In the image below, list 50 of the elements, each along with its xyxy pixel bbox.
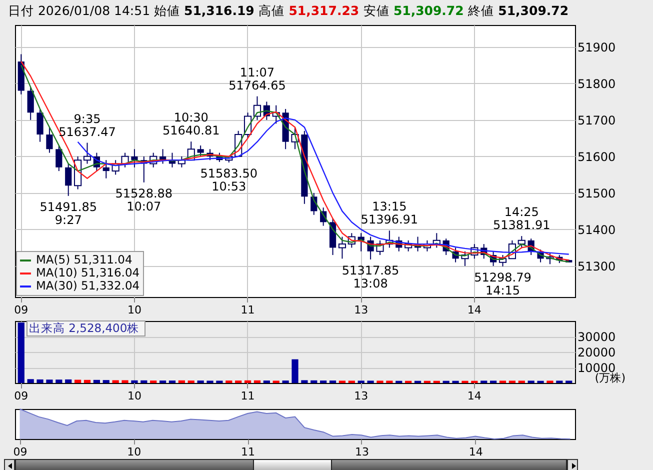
y-tick-label: 51500 [578,186,616,200]
x-tick-label: 10 [127,304,142,316]
annotation: 11:07 [240,65,275,80]
annotation: 51381.91 [493,218,550,232]
annotation: 51637.47 [58,124,116,139]
x-tick-label: 13 [354,390,368,402]
annotation: 10:07 [126,199,162,214]
chart-title: 出来高 2,528,400株 [29,321,140,335]
x-tick-label: 11 [240,390,255,402]
y-tick-label: 20000 [578,346,616,360]
annotation: 10:53 [212,179,246,194]
x-tick-label: 14 [467,304,482,316]
chart-title: 日付 2026/01/08 14:51 始値 51,316.19 高値 51,317.23 安値 51,309.72 終値 51,309.72 [8,3,569,18]
annotation: 51640.81 [162,124,220,138]
annotation: 13:08 [353,276,388,290]
y-tick-label: 51400 [578,222,616,237]
legend-label: MA(30) 51,332.04 [36,278,140,292]
y-tick-label: 51600 [578,150,616,164]
x-tick-label: 10 [127,446,142,458]
x-tick-label: 11 [240,304,255,316]
y-tick-label: 51300 [578,259,616,274]
x-tick-label: 11 [241,446,256,458]
annotation: 9:35 [74,112,101,126]
x-tick-label: 13 [354,304,368,316]
annotation: 14:15 [485,283,520,298]
x-tick-label: 10 [127,390,142,402]
y-tick-label: 51800 [578,76,616,91]
x-tick-label: 13 [354,446,369,458]
x-tick-label: 14 [468,446,483,458]
annotation: 51528.88 [115,186,173,200]
x-tick-label: 09 [14,304,28,316]
y-tick-label: 30000 [578,330,616,344]
y-axis-title: (万株) [594,372,626,384]
annotation: 51298.79 [474,270,532,284]
legend-label: MA(10) 51,316.04 [36,266,140,280]
annotation: 51491.85 [40,200,97,214]
x-tick-label: 14 [467,390,482,402]
annotation: 51583.50 [200,166,258,180]
x-tick-label: 09 [14,390,28,402]
annotation: 51396.91 [360,212,418,227]
annotation: 9:27 [54,212,82,227]
legend-label: MA(5) 51,311.04 [36,252,132,266]
annotation: 51317.85 [342,263,400,278]
annotation: 10:30 [174,110,208,125]
annotation: 14:25 [504,205,539,220]
y-tick-label: 51700 [578,113,616,128]
y-tick-label: 51900 [578,40,616,54]
x-tick-label: 09 [13,446,28,458]
annotation: 51764.65 [228,78,286,92]
annotation: 13:15 [372,200,407,214]
